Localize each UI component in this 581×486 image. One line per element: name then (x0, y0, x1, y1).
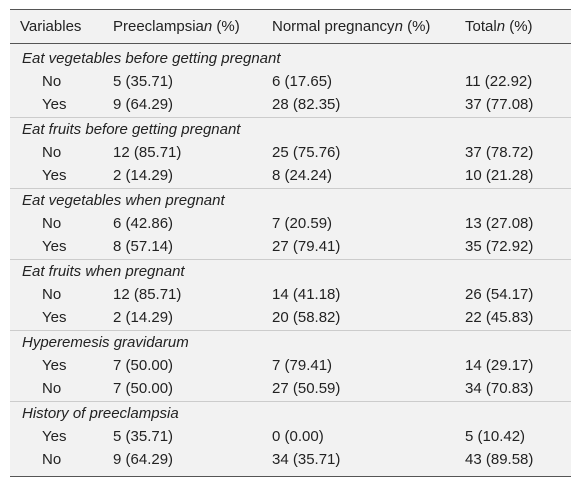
cell-total: 35 (72.92) (465, 238, 534, 255)
cell-preeclampsia: 6 (42.86) (113, 215, 174, 232)
cell-total: 5 (10.42) (465, 428, 526, 445)
group-separator (10, 188, 571, 189)
cell-preeclampsia: 2 (14.29) (113, 167, 174, 184)
header-normal-pregnancy: Normal pregnancyn (%) (272, 16, 430, 38)
cell-preeclampsia: 5 (35.71) (113, 73, 174, 90)
cell-preeclampsia: 8 (57.14) (113, 238, 174, 255)
cell-normal-pregnancy: 6 (17.65) (272, 73, 333, 90)
cell-preeclampsia: 12 (85.71) (113, 144, 182, 161)
table-row: Yes 9 (64.29) 28 (82.35) 37 (77.08) (10, 94, 571, 117)
table-row: No 5 (35.71) 6 (17.65) 11 (22.92) (10, 71, 571, 94)
cell-normal-pregnancy: 14 (41.18) (272, 286, 341, 303)
row-label: No (42, 73, 62, 90)
table-row: Yes 7 (50.00) 7 (79.41) 14 (29.17) (10, 355, 571, 378)
row-label: Yes (42, 357, 67, 374)
cell-total: 37 (77.08) (465, 96, 534, 113)
row-label: No (42, 451, 62, 468)
group-separator (10, 330, 571, 331)
row-label: Yes (42, 428, 67, 445)
cell-normal-pregnancy: 28 (82.35) (272, 96, 341, 113)
table-row: Yes 2 (14.29) 20 (58.82) 22 (45.83) (10, 307, 571, 330)
table-row: Yes 2 (14.29) 8 (24.24) 10 (21.28) (10, 165, 571, 188)
table-row: No 12 (85.71) 25 (75.76) 37 (78.72) (10, 142, 571, 165)
data-table: Variables Preeclampsian (%) Normal pregn… (10, 9, 571, 477)
header-preeclampsia-label: Preeclampsia (113, 18, 204, 35)
cell-preeclampsia: 7 (50.00) (113, 380, 174, 397)
cell-total: 10 (21.28) (465, 167, 534, 184)
table-row: Yes 8 (57.14) 27 (79.41) 35 (72.92) (10, 236, 571, 259)
table-row: Yes 5 (35.71) 0 (0.00) 5 (10.42) (10, 426, 571, 449)
cell-preeclampsia: 9 (64.29) (113, 96, 174, 113)
group-title: History of preeclampsia (22, 405, 179, 422)
cell-preeclampsia: 5 (35.71) (113, 428, 174, 445)
cell-preeclampsia: 9 (64.29) (113, 451, 174, 468)
cell-preeclampsia: 7 (50.00) (113, 357, 174, 374)
row-label: Yes (42, 309, 67, 326)
header-total-label: Total (465, 18, 497, 35)
cell-total: 43 (89.58) (465, 451, 534, 468)
table-row: No 9 (64.29) 34 (35.71) 43 (89.58) (10, 449, 571, 472)
header-normal-label: Normal pregnancy (272, 18, 395, 35)
cell-normal-pregnancy: 34 (35.71) (272, 451, 341, 468)
header-preeclampsia-unit: (%) (212, 18, 240, 35)
group-separator (10, 259, 571, 260)
group-title: Eat vegetables before getting pregnant (22, 50, 281, 67)
header-normal-unit: (%) (402, 18, 431, 35)
header-preeclampsia-n: n (203, 18, 213, 35)
header-variables: Variables (20, 18, 82, 35)
row-label: No (42, 380, 62, 397)
row-label: No (42, 144, 62, 161)
cell-total: 26 (54.17) (465, 286, 534, 303)
header-total-unit: (%) (505, 18, 533, 35)
cell-normal-pregnancy: 25 (75.76) (272, 144, 341, 161)
group-separator (10, 401, 571, 402)
cell-normal-pregnancy: 7 (20.59) (272, 215, 333, 232)
cell-total: 13 (27.08) (465, 215, 534, 232)
row-label: Yes (42, 167, 67, 184)
cell-total: 37 (78.72) (465, 144, 534, 161)
table-row: No 7 (50.00) 27 (50.59) 34 (70.83) (10, 378, 571, 401)
row-label: Yes (42, 96, 67, 113)
row-label: Yes (42, 238, 67, 255)
cell-normal-pregnancy: 8 (24.24) (272, 167, 333, 184)
header-total-n: n (496, 18, 506, 35)
cell-total: 34 (70.83) (465, 380, 534, 397)
header-normal-n: n (394, 18, 403, 35)
table-row: No 6 (42.86) 7 (20.59) 13 (27.08) (10, 213, 571, 236)
cell-preeclampsia: 12 (85.71) (113, 286, 182, 303)
cell-normal-pregnancy: 7 (79.41) (272, 357, 333, 374)
cell-total: 14 (29.17) (465, 357, 534, 374)
group-title: Eat fruits when pregnant (22, 263, 185, 280)
group-separator (10, 117, 571, 118)
table-row: No 12 (85.71) 14 (41.18) 26 (54.17) (10, 284, 571, 307)
group-title: Hyperemesis gravidarum (22, 334, 189, 351)
header-preeclampsia: Preeclampsian (%) (113, 16, 240, 38)
cell-normal-pregnancy: 0 (0.00) (272, 428, 324, 445)
cell-preeclampsia: 2 (14.29) (113, 309, 174, 326)
cell-total: 22 (45.83) (465, 309, 534, 326)
group-title: Eat fruits before getting pregnant (22, 121, 241, 138)
row-label: No (42, 286, 62, 303)
cell-normal-pregnancy: 27 (79.41) (272, 238, 341, 255)
cell-normal-pregnancy: 20 (58.82) (272, 309, 341, 326)
cell-total: 11 (22.92) (465, 73, 533, 90)
row-label: No (42, 215, 62, 232)
cell-normal-pregnancy: 27 (50.59) (272, 380, 341, 397)
header-total: Totaln (%) (465, 16, 533, 38)
table-header-row: Variables Preeclampsian (%) Normal pregn… (10, 10, 571, 44)
group-title: Eat vegetables when pregnant (22, 192, 225, 209)
